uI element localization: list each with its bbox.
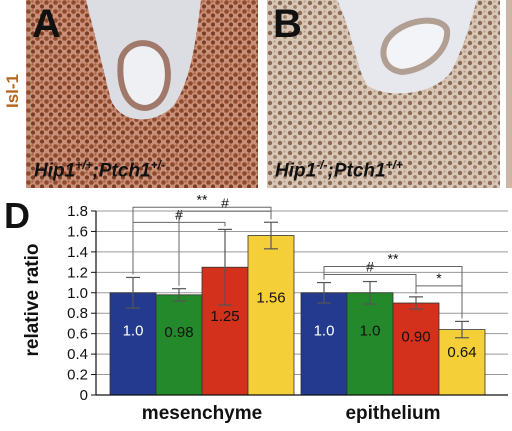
- y-tick-label: 1.2: [67, 264, 88, 281]
- significance-bracket: [323, 266, 463, 319]
- y-tick-label: 1.6: [67, 223, 88, 240]
- tissue-section-image-c: [506, 0, 512, 188]
- y-tick-label: 0.6: [67, 326, 88, 343]
- x-category-label: epithelium: [345, 403, 440, 424]
- bars: [109, 221, 486, 396]
- y-tick-label: 1.0: [67, 285, 88, 302]
- tissue-section-image-a: [26, 0, 258, 188]
- panel-letter-b: B: [273, 2, 302, 46]
- bar: [438, 329, 486, 396]
- value-labels: 1.0 0.98 1.25 1.56 1.0 1.0 0.90 0.64: [123, 290, 477, 362]
- bar-value-label: 0.64: [447, 344, 476, 361]
- bar-value-label: 1.56: [256, 290, 285, 307]
- relative-ratio-bar-chart: 0 0.2 0.4 0.6 0.8 1.0 1.2 1.4 1.6 1.8 mesenchyme ep…: [22, 195, 508, 424]
- bar: [109, 292, 157, 396]
- significance-mark: **: [388, 251, 399, 267]
- y-tick-label: 0.8: [67, 305, 88, 322]
- bar-value-label: 0.90: [401, 329, 430, 346]
- tissue-section-image-b: [267, 0, 500, 188]
- axes: 0 0.2 0.4 0.6 0.8 1.0 1.2 1.4 1.6 1.8 mesenchyme ep…: [67, 203, 508, 424]
- panel-letter-a: A: [32, 2, 61, 46]
- bar-value-label: 1.0: [123, 323, 144, 340]
- significance-brackets: ##**#***: [132, 195, 463, 319]
- y-tick-label: 0.2: [67, 367, 88, 384]
- significance-mark: **: [197, 195, 208, 207]
- bar: [247, 235, 295, 396]
- bar-value-label: 1.0: [360, 323, 381, 340]
- y-tick-label: 1.4: [67, 244, 88, 261]
- bar-value-label: 0.98: [164, 324, 193, 341]
- genotype-label-a: Hip1+/+;Ptch1+/-: [34, 157, 165, 181]
- y-tick-label: 0.4: [67, 346, 88, 363]
- bar: [300, 292, 348, 396]
- bar: [346, 292, 394, 396]
- y-tick-label: 0: [80, 387, 88, 404]
- genotype-label-b: Hip1-/-;Ptch1+/+: [275, 157, 403, 181]
- significance-mark: *: [436, 270, 442, 286]
- micrograph-panel-b: B Hip1-/-;Ptch1+/+: [267, 0, 500, 188]
- y-axis-title: relative ratio: [22, 244, 43, 357]
- bar: [155, 294, 203, 396]
- panel-letter-d: D: [4, 195, 30, 236]
- y-tick-label: 1.8: [67, 203, 88, 220]
- isl1-stain-label: Isl-1: [3, 73, 22, 109]
- micrograph-panel-a: A Hip1+/+;Ptch1+/-: [26, 0, 258, 188]
- micrograph-panel-c-cropped: [506, 0, 512, 188]
- bar-value-label: 1.25: [210, 308, 239, 325]
- significance-bracket: [132, 206, 272, 275]
- bar: [392, 302, 440, 396]
- bar-value-label: 1.0: [314, 323, 335, 340]
- significance-mark: #: [221, 195, 229, 211]
- x-category-label: mesenchyme: [142, 403, 262, 424]
